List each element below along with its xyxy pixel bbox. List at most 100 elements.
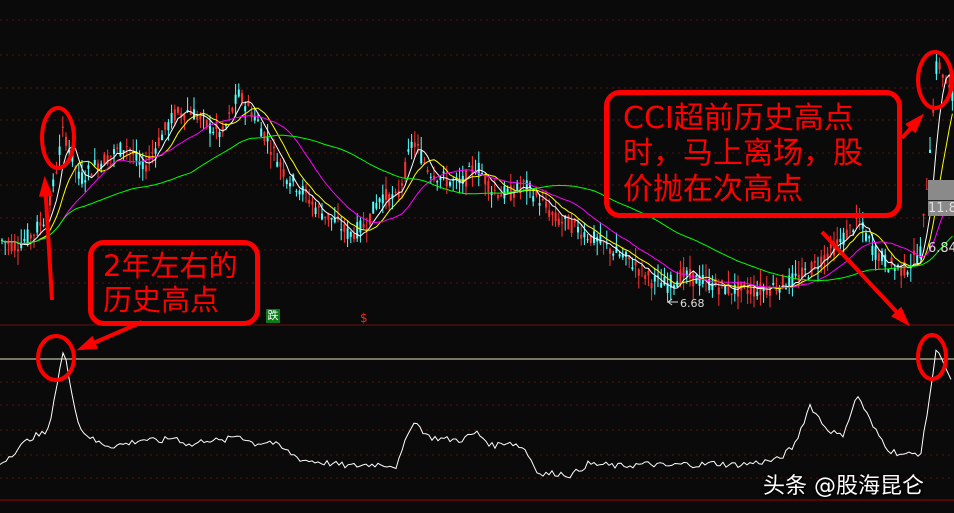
candle-body xyxy=(189,111,192,115)
arrow-head-icon xyxy=(905,113,925,134)
candle-body xyxy=(836,239,839,244)
candle-body xyxy=(141,161,144,170)
candle-body xyxy=(263,132,266,142)
candle-body xyxy=(506,188,509,193)
candle-body xyxy=(593,231,595,243)
candle-body xyxy=(145,165,147,172)
candle-body xyxy=(586,239,589,241)
candle-body xyxy=(772,282,775,285)
candle-body xyxy=(541,198,544,200)
candle-body xyxy=(884,254,887,267)
candle-body xyxy=(372,201,375,214)
candle-body xyxy=(113,149,115,154)
candle-body xyxy=(925,188,928,190)
candle-body xyxy=(42,224,45,227)
candle-body xyxy=(500,194,503,197)
candle-body xyxy=(132,151,135,155)
candle-body xyxy=(484,174,487,185)
candle-body xyxy=(625,251,627,257)
arrow-head-icon xyxy=(38,176,53,197)
candle-body xyxy=(810,262,813,275)
candle-body xyxy=(212,131,215,134)
candle-body xyxy=(311,201,314,205)
candle-body xyxy=(295,190,298,192)
candle-body xyxy=(794,273,797,276)
candle-body xyxy=(698,275,701,286)
candle-body xyxy=(532,196,535,202)
candle-body xyxy=(445,178,448,187)
candle-body xyxy=(138,161,141,165)
right-note-line3: 价抛在次高点 xyxy=(623,171,803,207)
candle-body xyxy=(241,93,243,103)
candle-body xyxy=(573,219,576,223)
candle-body xyxy=(177,107,179,113)
fall-marker: 跌 xyxy=(266,309,280,323)
candle-body xyxy=(257,119,259,121)
candle-body xyxy=(234,94,237,104)
candle-body xyxy=(170,113,173,124)
candle-body xyxy=(378,198,381,203)
candle-body xyxy=(685,270,688,276)
candle-body xyxy=(663,276,666,285)
candle-body xyxy=(353,234,355,240)
candle-body xyxy=(106,155,109,165)
candle-body xyxy=(292,174,295,182)
candle-body xyxy=(714,278,717,286)
candle-body xyxy=(36,221,39,233)
candle-body xyxy=(516,182,519,191)
candle-body xyxy=(413,142,416,148)
candle-body xyxy=(333,217,336,223)
candle-body xyxy=(535,190,538,196)
candle-body xyxy=(804,268,807,270)
candle-body xyxy=(797,274,800,282)
candle-body xyxy=(877,253,880,261)
candle-body xyxy=(612,253,615,256)
candle-body xyxy=(55,172,58,174)
candle-body xyxy=(865,233,867,241)
candle-body xyxy=(487,180,490,193)
candle-body xyxy=(673,285,675,288)
candle-body xyxy=(615,246,618,253)
candle-body xyxy=(151,152,154,154)
candle-body xyxy=(717,287,720,295)
candle-body xyxy=(833,242,835,256)
candle-body xyxy=(397,190,400,197)
candle-body xyxy=(1,239,3,241)
candle-body xyxy=(900,265,903,276)
candle-body xyxy=(365,228,368,231)
candle-body xyxy=(157,137,160,146)
candle-body xyxy=(513,192,515,198)
candle-body xyxy=(321,213,323,220)
candle-body xyxy=(644,275,647,279)
candle-body xyxy=(858,220,861,223)
candle-body xyxy=(423,162,426,164)
candle-body xyxy=(23,238,26,242)
candle-body xyxy=(196,115,199,120)
highlight-circle xyxy=(40,106,76,170)
candle-body xyxy=(631,267,634,270)
candle-body xyxy=(557,218,560,225)
candle-body xyxy=(845,229,848,240)
candle-body xyxy=(618,254,621,257)
candle-body xyxy=(657,275,659,277)
candle-body xyxy=(340,229,343,231)
candle-body xyxy=(231,107,234,112)
candle-body xyxy=(452,179,455,181)
candle-body xyxy=(173,109,176,121)
candle-body xyxy=(471,165,474,174)
candle-body xyxy=(93,159,96,165)
candle-body xyxy=(369,213,371,225)
right-note-line1: CCI超前历史高点 xyxy=(623,101,854,136)
candle-body xyxy=(260,128,263,137)
candle-body xyxy=(209,123,211,134)
candle-body xyxy=(442,171,445,174)
candle-body xyxy=(861,222,864,229)
candle-body xyxy=(548,210,551,217)
candle-body xyxy=(135,151,138,161)
candle-body xyxy=(250,112,253,118)
candle-body xyxy=(68,149,71,153)
candle-body xyxy=(820,256,823,268)
arrow-shaft xyxy=(820,230,908,324)
signal-marker: $ xyxy=(360,311,368,325)
